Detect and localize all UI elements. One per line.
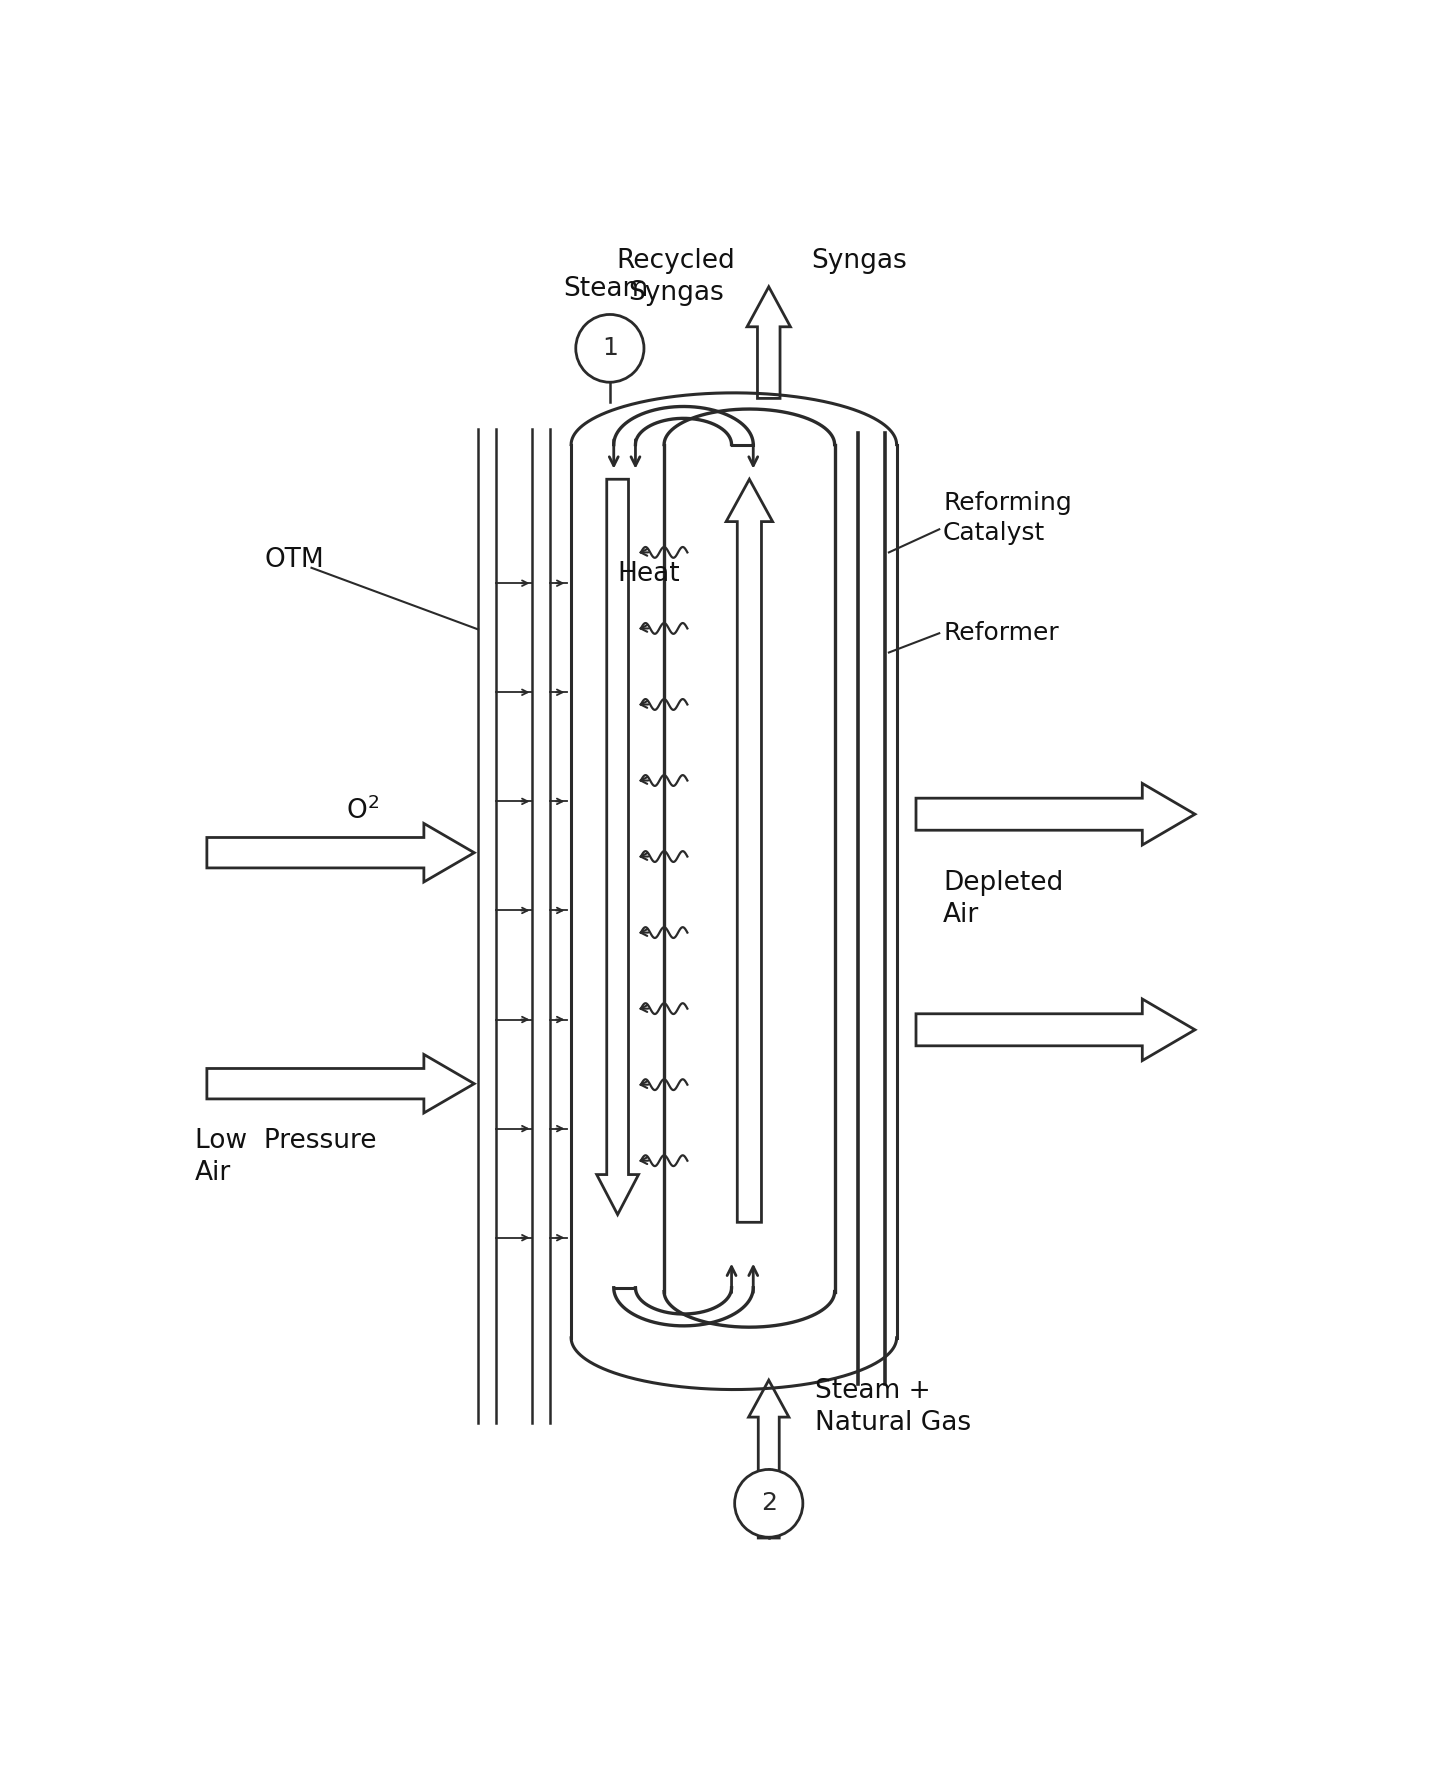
Polygon shape [749,1380,789,1538]
Text: Reformer: Reformer [943,621,1058,644]
Text: Reforming
Catalyst: Reforming Catalyst [943,491,1071,545]
Polygon shape [748,287,791,399]
Text: Recycled
Syngas: Recycled Syngas [617,247,735,306]
Text: Syngas: Syngas [811,247,907,274]
Text: Low  Pressure
Air: Low Pressure Air [196,1129,377,1185]
Text: Depleted
Air: Depleted Air [943,870,1063,927]
Polygon shape [916,999,1195,1061]
Polygon shape [207,1054,475,1112]
Text: 2: 2 [761,1492,777,1515]
Polygon shape [916,783,1195,846]
Circle shape [575,315,644,383]
Text: Heat: Heat [617,561,680,587]
Text: Steam: Steam [564,276,649,303]
Polygon shape [207,824,475,881]
Text: O$^{2}$: O$^{2}$ [347,796,380,824]
Text: OTM: OTM [265,546,325,573]
Text: 1: 1 [603,336,618,360]
Polygon shape [726,479,772,1223]
Polygon shape [597,479,638,1214]
Text: Steam +
Natural Gas: Steam + Natural Gas [815,1378,972,1436]
Circle shape [735,1470,802,1538]
